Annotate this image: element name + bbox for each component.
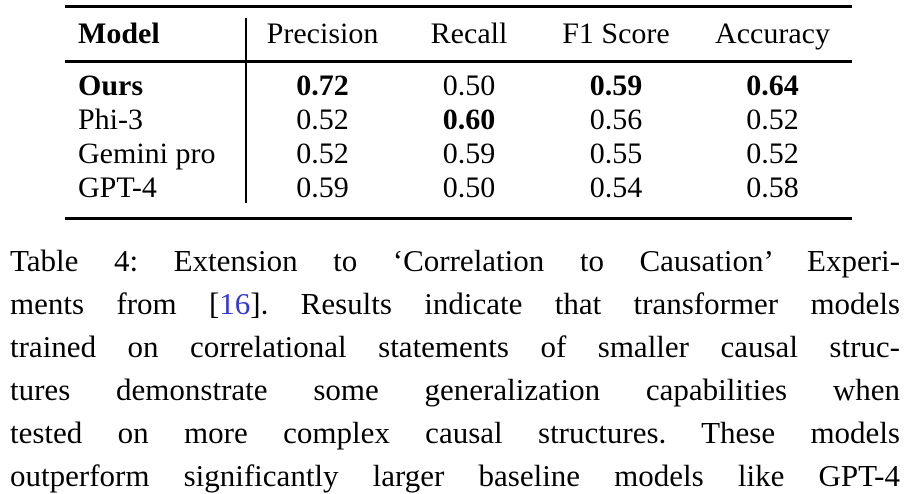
col-header-model: Model: [65, 6, 246, 63]
metric-value-cell: 0.50: [442, 69, 496, 102]
metric-value-cell: 0.58: [746, 171, 799, 204]
metric-value-cell: 0.54: [589, 171, 643, 204]
metric-value-cell: 0.59: [589, 69, 643, 102]
metric-value-cell: 0.59: [442, 137, 496, 170]
col-header-accuracy: Accuracy: [693, 6, 852, 63]
caption-line-1: Table 4: Extension to ‘Correlation to Ca…: [10, 243, 900, 278]
table-caption: Table 4: Extension to ‘Correlation to Ca…: [10, 239, 900, 494]
table-row-phi-3: Phi-3 0.52 0.60 0.56 0.52: [65, 103, 852, 137]
metric-value-cell: 0.64: [746, 69, 799, 102]
column-divider-rule: [245, 18, 247, 203]
metric-value-cell: 0.55: [589, 137, 643, 170]
metrics-table: Model Precision Recall F1 Score Accuracy…: [65, 5, 852, 220]
caption-line-4: tures demonstrate some generalization ca…: [10, 372, 900, 407]
model-name-cell: Phi-3: [78, 103, 144, 136]
caption-line-2: ments from [16]. Results indicate that t…: [10, 282, 900, 325]
caption-text: ]. Results indicate that transformer mod…: [250, 286, 900, 321]
model-name-cell: Ours: [78, 69, 144, 102]
caption-line-6: outperform significantly larger baseline…: [10, 458, 900, 493]
col-header-f1-score: F1 Score: [539, 6, 693, 63]
col-header-recall: Recall: [399, 6, 539, 63]
table-row-gpt-4: GPT-4 0.59 0.50 0.54 0.58: [65, 171, 852, 219]
metric-value-cell: 0.52: [746, 103, 799, 136]
metric-value-cell: 0.56: [589, 103, 643, 136]
metric-value-cell: 0.59: [296, 171, 349, 204]
model-name-cell: GPT-4: [78, 171, 157, 204]
table-row-ours: Ours 0.72 0.50 0.59 0.64: [65, 62, 852, 104]
citation-link-16[interactable]: 16: [219, 286, 251, 321]
model-name-cell: Gemini pro: [78, 137, 216, 170]
metric-value-cell: 0.52: [296, 137, 349, 170]
metric-value-cell: 0.52: [746, 137, 799, 170]
metric-value-cell: 0.72: [296, 69, 349, 102]
header-row: Model Precision Recall F1 Score Accuracy: [65, 6, 852, 63]
caption-line-3: trained on correlational statements of s…: [10, 329, 900, 364]
metric-value-cell: 0.60: [442, 103, 496, 136]
caption-line-5: tested on more complex causal structures…: [10, 415, 900, 450]
results-table: Model Precision Recall F1 Score Accuracy…: [65, 5, 852, 220]
col-header-precision: Precision: [246, 6, 399, 63]
metric-value-cell: 0.52: [296, 103, 349, 136]
metric-value-cell: 0.50: [442, 171, 496, 204]
caption-text: ments from [: [10, 286, 220, 321]
table-row-gemini-pro: Gemini pro 0.52 0.59 0.55 0.52: [65, 137, 852, 171]
